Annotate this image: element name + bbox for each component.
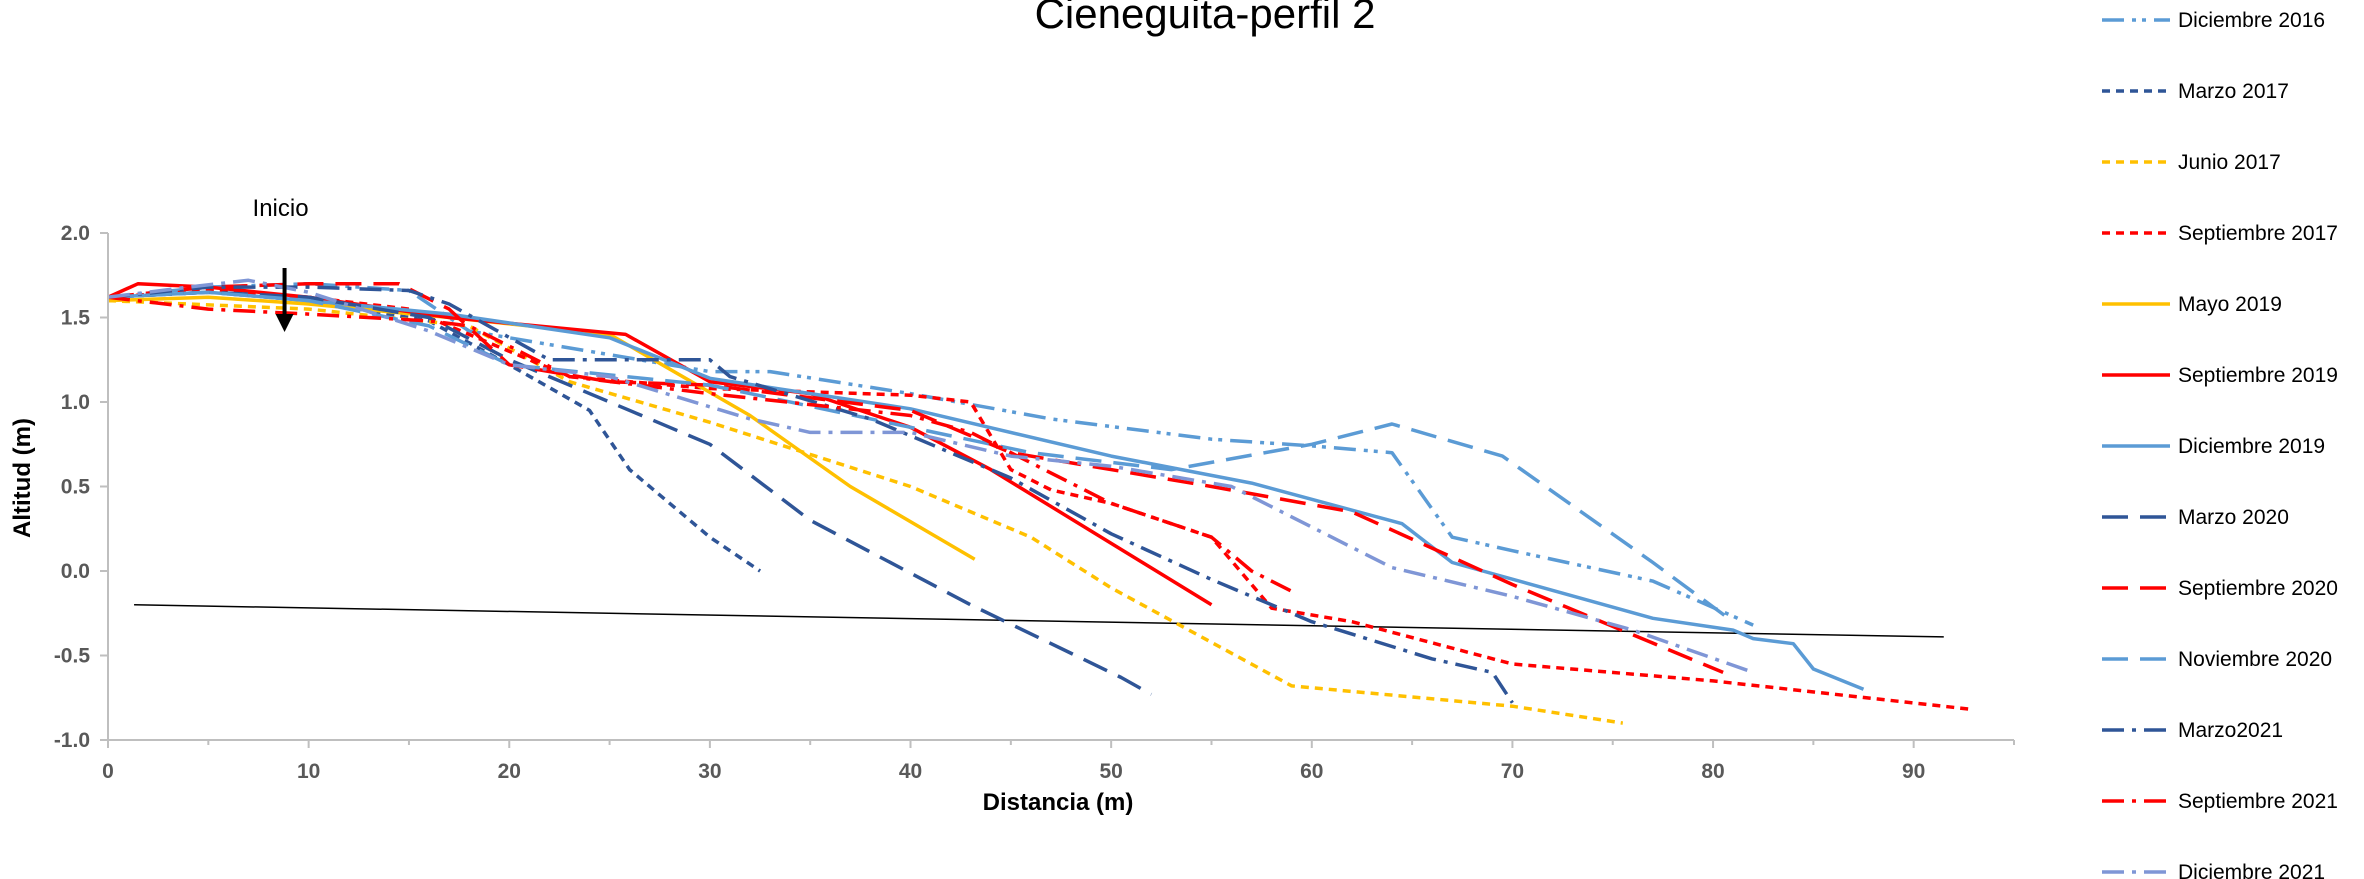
series-line-1: [107, 281, 1754, 627]
reference-line: [134, 604, 1944, 638]
legend-label: Marzo 2017: [2178, 80, 2289, 103]
x-tick-label: 10: [297, 760, 320, 783]
series-line-9: [107, 281, 1724, 675]
legend-label: Septiembre 2017: [2178, 222, 2338, 245]
y-tick-label: 2.0: [61, 222, 90, 245]
plot-area: [107, 278, 1975, 725]
legend-item: Junio 2017: [2102, 151, 2281, 174]
legend-label: Junio 2017: [2178, 151, 2281, 174]
x-tick-label: 30: [698, 760, 721, 783]
legend-item: Septiembre 2020: [2102, 577, 2338, 600]
legend-label: Septiembre 2020: [2178, 577, 2338, 600]
legend-item: Septiembre 2021: [2102, 790, 2338, 813]
series-line-10: [107, 290, 1735, 624]
legend-item: Diciembre 2019: [2102, 435, 2325, 458]
y-tick-label: 1.0: [61, 391, 90, 414]
inicio-annotation: Inicio: [253, 195, 309, 332]
series-line-5: [107, 295, 976, 561]
legend-item: Marzo 2017: [2102, 80, 2289, 103]
legend-item: Septiembre 2017: [2102, 222, 2338, 245]
series-line-7: [107, 290, 1865, 691]
x-tick-label: 0: [102, 760, 114, 783]
y-tick-label: 0.5: [61, 476, 91, 499]
x-axis-label: Distancia (m): [983, 789, 1134, 816]
legend-label: Marzo 2020: [2178, 506, 2289, 529]
y-axis-label: Altitud (m): [9, 418, 36, 538]
series-line-3: [107, 298, 1624, 725]
legend-item: Marzo 2020: [2102, 506, 2289, 529]
y-tick-label: -0.5: [54, 645, 91, 668]
series-line-2: [107, 290, 762, 573]
annotation-arrow-head: [275, 314, 294, 332]
annotation-label: Inicio: [253, 195, 309, 222]
chart-title: Cieneguita-perfil 2: [1035, 0, 1376, 37]
x-tick-label: 50: [1099, 760, 1122, 783]
legend-item: Septiembre 2019: [2102, 364, 2338, 387]
legend-label: Mayo 2019: [2178, 293, 2282, 316]
series-line-12: [107, 295, 1293, 593]
legend-label: Septiembre 2019: [2178, 364, 2338, 387]
legend-item: Diciembre 2021: [2102, 861, 2325, 879]
series-line-6: [107, 281, 1213, 607]
legend-item: Mayo 2019: [2102, 293, 2282, 316]
series-line-13: [107, 278, 1754, 675]
axes: 0 10 20 30 40 50 60 70 80 90 -1.0 -0.5 0.0 0.5 1.0 1.5 2…: [54, 222, 2015, 783]
legend-label: Noviembre 2020: [2178, 648, 2332, 671]
legend-label: Marzo2021: [2178, 719, 2283, 742]
legend-item: Noviembre 2020: [2102, 648, 2332, 671]
x-tick-label: 60: [1300, 760, 1323, 783]
x-tick-label: 40: [899, 760, 922, 783]
legend: Diciembre 2016 Marzo 2017 Junio 2017 Septie…: [2102, 9, 2338, 879]
x-tick-label: 20: [498, 760, 521, 783]
legend-item: Diciembre 2016: [2102, 9, 2325, 32]
x-tick-label: 80: [1701, 760, 1724, 783]
legend-label: Diciembre 2019: [2178, 435, 2325, 458]
x-tick-label: 90: [1902, 760, 1925, 783]
x-tick-label: 70: [1501, 760, 1524, 783]
y-tick-label: -1.0: [54, 729, 90, 752]
legend-label: Diciembre 2021: [2178, 861, 2325, 879]
y-tick-label: 0.0: [61, 560, 90, 583]
series-line-11: [107, 285, 1514, 704]
legend-label: Diciembre 2016: [2178, 9, 2325, 32]
legend-item: Marzo2021: [2102, 719, 2283, 742]
y-tick-label: 1.5: [61, 307, 91, 330]
legend-label: Septiembre 2021: [2178, 790, 2338, 813]
series-line-8: [107, 290, 1153, 696]
